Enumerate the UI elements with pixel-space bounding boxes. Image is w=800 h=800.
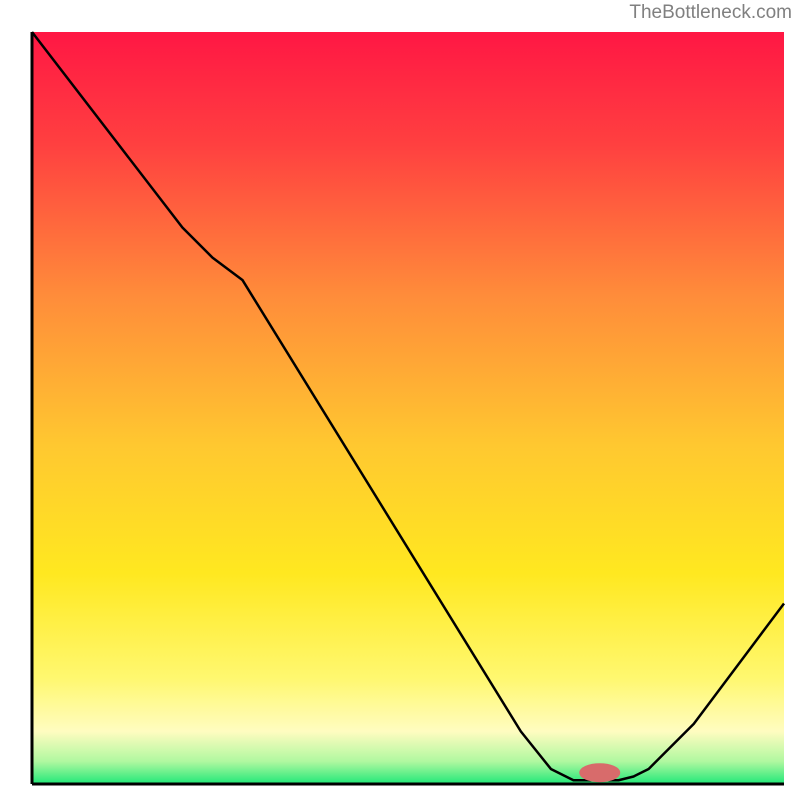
chart-gradient-bg [32,32,784,784]
bottleneck-chart [0,0,800,800]
watermark-text: TheBottleneck.com [629,2,792,24]
optimal-marker [580,764,620,782]
chart-container: TheBottleneck.com [0,0,800,800]
